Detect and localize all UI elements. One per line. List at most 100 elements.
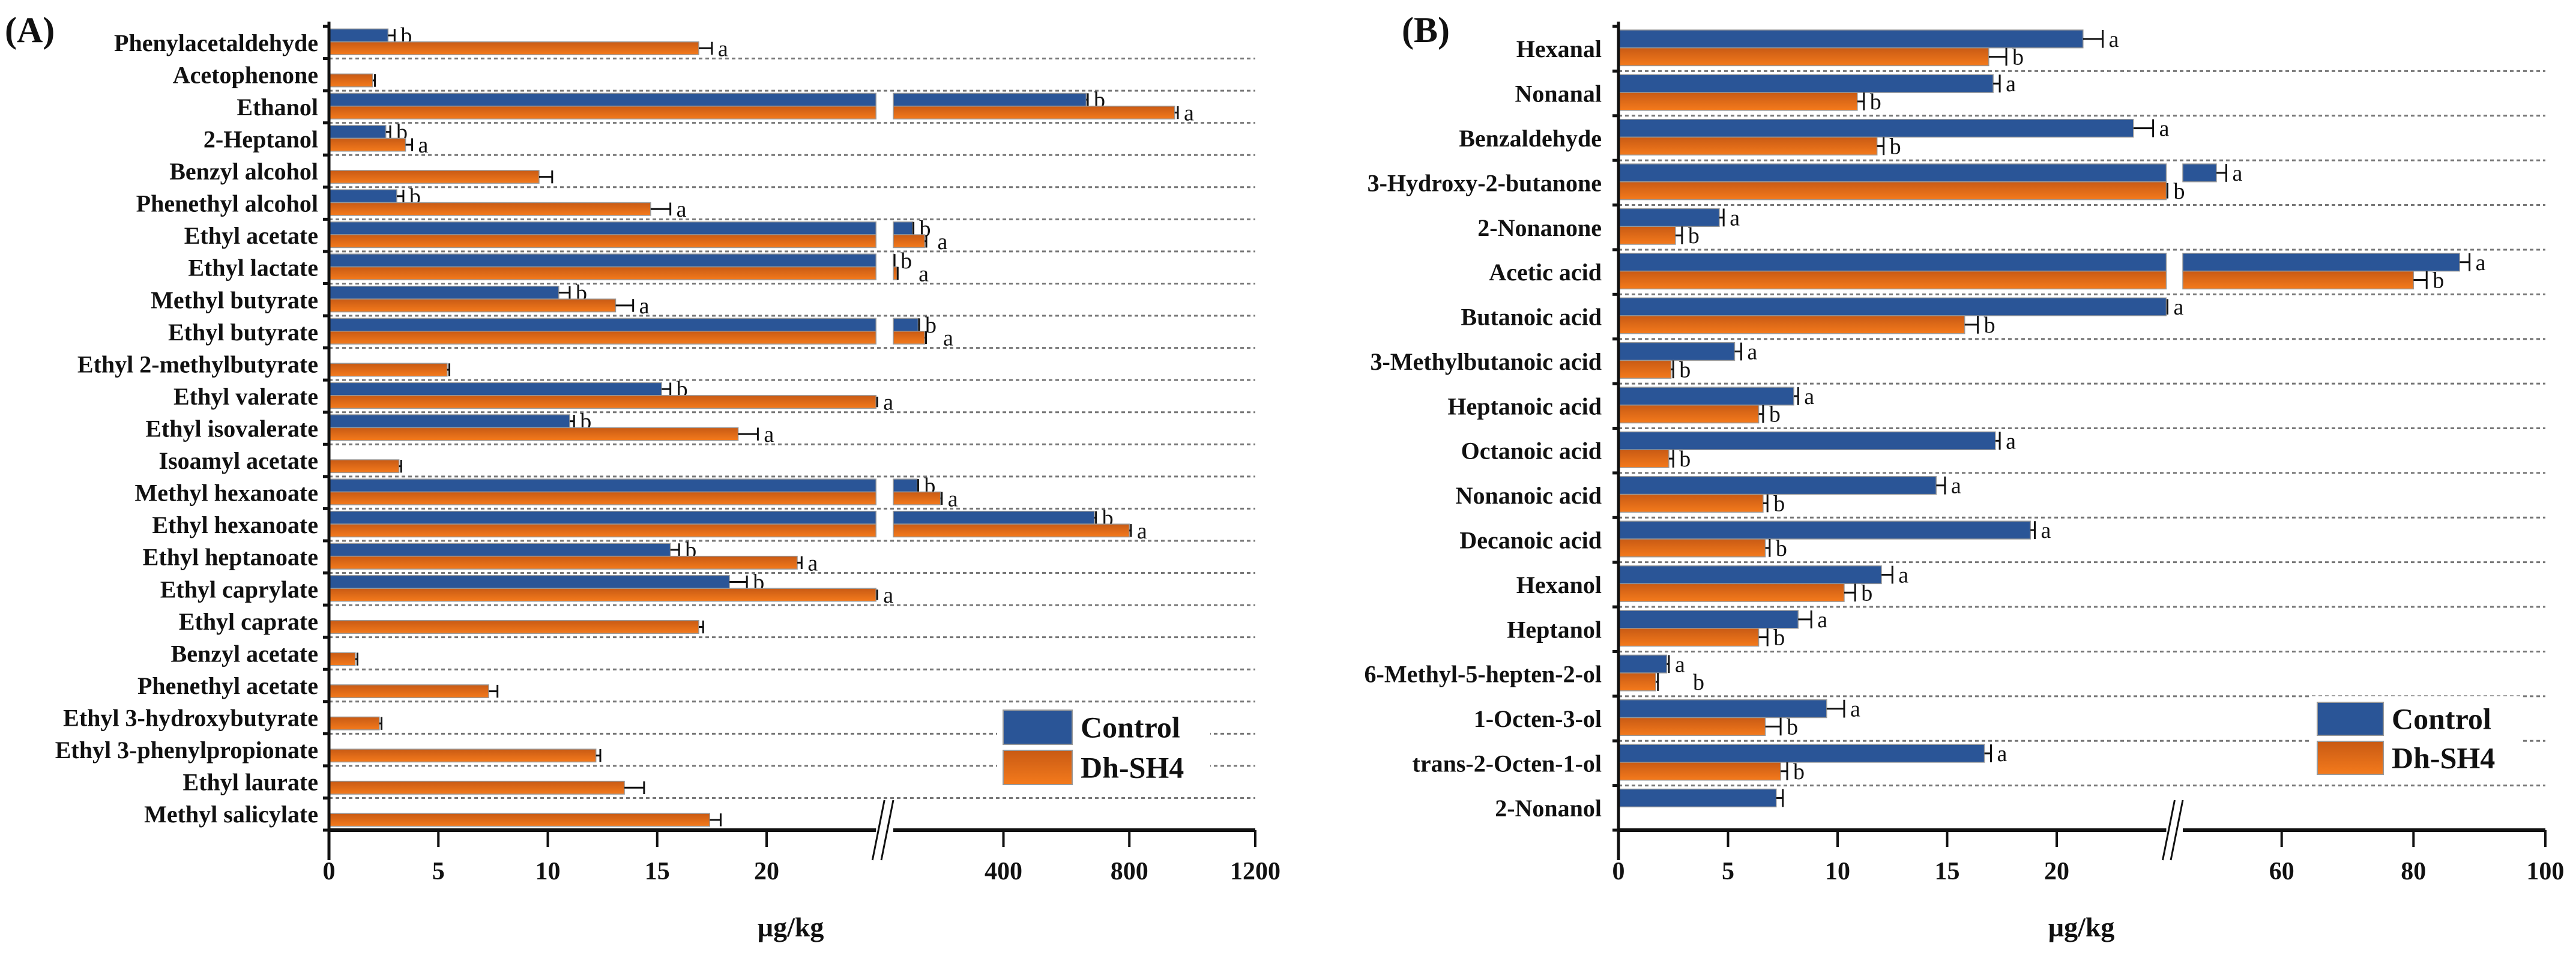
category-label: Acetic acid [1489, 259, 1602, 286]
bar-dh-sh4: b [1618, 402, 1781, 427]
bar-segment [328, 234, 876, 249]
x-tick-label: 5 [432, 858, 445, 885]
bar-segment [1618, 431, 1996, 450]
bar-segment [328, 652, 356, 666]
bar-segment [328, 125, 387, 139]
bar-control: a [1618, 474, 1961, 499]
bar-segment [893, 92, 1087, 107]
significance-letter: b [1773, 491, 1785, 516]
bar-dh-sh4 [328, 363, 450, 377]
bar-segment [1618, 92, 1858, 111]
bar-dh-sh4: b [1618, 447, 1691, 472]
bar-dh-sh4: b [1618, 313, 1995, 338]
bar-segment [1618, 449, 1670, 468]
category-label: 3-Hydroxy-2-butanone [1368, 169, 1602, 196]
bar-segment [328, 510, 876, 525]
bar-segment [328, 478, 876, 493]
category-label: Benzyl acetate [171, 640, 318, 667]
bar-segment [328, 749, 597, 763]
x-tick-label: 0 [1612, 858, 1625, 885]
bar-dh-sh4 [328, 716, 382, 731]
bar-dh-sh4 [328, 749, 602, 763]
significance-letter: a [2159, 116, 2170, 142]
significance-letter: a [718, 36, 728, 61]
category-label: trans-2-Octen-1-ol [1413, 750, 1602, 777]
category-label: Decanoic acid [1459, 526, 1602, 553]
significance-letter: a [1898, 562, 1908, 588]
x-tick-label: 400 [985, 858, 1022, 885]
bar-dh-sh4: b [1618, 536, 1787, 561]
category-label: Heptanol [1507, 616, 1602, 643]
bar-segment [893, 234, 926, 249]
bar-segment [328, 780, 625, 795]
category-label: Benzaldehyde [1459, 125, 1602, 152]
bar-control: a [1618, 741, 2007, 767]
bar-dh-sh4: b [1618, 179, 2185, 204]
bar-segment [328, 330, 876, 345]
bar-segment [1618, 163, 2167, 182]
bar-segment [1618, 47, 1989, 67]
significance-letter: a [943, 325, 953, 351]
bar-segment [2182, 270, 2415, 290]
significance-letter: b [1890, 134, 1901, 159]
bar-segment [893, 266, 898, 280]
bar-segment [1618, 717, 1766, 737]
significance-letter: b [2174, 179, 2185, 204]
bar-segment [1618, 270, 2167, 290]
bar-segment [328, 523, 876, 538]
bar-control [1618, 788, 1784, 808]
category-label: Ethyl 3-hydroxybutyrate [63, 705, 318, 732]
bar-segment [893, 106, 1175, 120]
bar-segment [1618, 628, 1760, 647]
significance-letter: b [900, 249, 912, 274]
bar-dh-sh4: b [1618, 580, 1872, 606]
significance-letter: a [2006, 429, 2016, 454]
category-label: Heptanoic acid [1447, 393, 1602, 420]
bar-segment [1618, 405, 1760, 424]
bar-segment [893, 330, 926, 345]
bar-segment [1618, 672, 1656, 691]
category-label: 3-Methylbutanoic acid [1370, 348, 1602, 375]
bar-segment [328, 253, 876, 268]
x-tick-label: 80 [2401, 858, 2426, 885]
significance-letter: a [1804, 384, 1814, 409]
bar-segment [1618, 610, 1799, 629]
category-label: Hexanol [1516, 571, 1602, 598]
bar-dh-sh4: b [1618, 89, 1881, 115]
category-label: Isoamyl acetate [159, 447, 318, 474]
category-label: Acetophenone [173, 61, 318, 88]
legend-label-dh-sh4: Dh-SH4 [1081, 751, 1184, 785]
x-tick-label: 15 [645, 858, 670, 885]
bar-dh-sh4: b [1618, 491, 1785, 516]
bar-segment [893, 478, 918, 493]
significance-letter: a [1730, 205, 1740, 230]
category-label: Ethyl acetate [184, 222, 318, 249]
x-tick-label: 100 [2526, 858, 2564, 885]
bar-segment [1618, 583, 1845, 602]
axis-break-mark [871, 800, 885, 861]
bar-segment [2182, 163, 2217, 182]
x-tick-label: 60 [2269, 858, 2294, 885]
bar-control: a [1618, 161, 2242, 186]
bar-segment [1618, 253, 2167, 272]
significance-letter: b [1776, 536, 1787, 561]
category-label: Ethyl caprylate [160, 576, 318, 603]
significance-letter: a [1137, 519, 1147, 544]
bar-dh-sh4 [328, 73, 376, 88]
legend-swatch-dh-sh4 [2317, 741, 2384, 775]
significance-letter: a [677, 197, 687, 222]
significance-letter: b [1870, 89, 1881, 115]
bar-control: a [1618, 607, 1827, 633]
bar-control: a [1618, 562, 1908, 588]
bar-segment [328, 575, 730, 589]
significance-letter: b [1679, 357, 1691, 382]
bar-control: a [1618, 27, 2119, 52]
category-label: Ethanol [237, 94, 318, 121]
bar-segment [1618, 136, 1878, 155]
x-tick-label: 20 [754, 858, 779, 885]
bar-segment [893, 510, 1095, 525]
category-label: Octanoic acid [1461, 438, 1602, 465]
significance-letter: b [2012, 45, 2024, 70]
category-label: Phenethyl acetate [137, 672, 318, 699]
